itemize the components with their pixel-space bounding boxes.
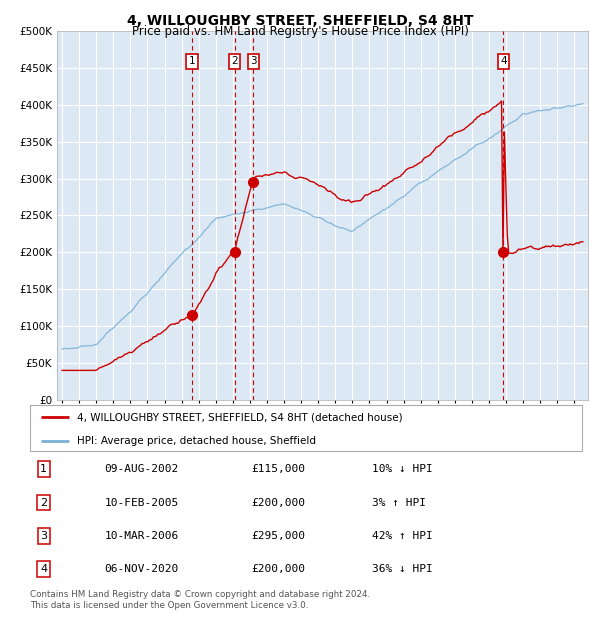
Text: HPI: Average price, detached house, Sheffield: HPI: Average price, detached house, Shef… [77,436,316,446]
Text: 4, WILLOUGHBY STREET, SHEFFIELD, S4 8HT (detached house): 4, WILLOUGHBY STREET, SHEFFIELD, S4 8HT … [77,412,403,422]
Text: 1: 1 [40,464,47,474]
Text: 10-MAR-2006: 10-MAR-2006 [104,531,179,541]
Text: 10% ↓ HPI: 10% ↓ HPI [372,464,433,474]
Text: Contains HM Land Registry data © Crown copyright and database right 2024.
This d: Contains HM Land Registry data © Crown c… [30,590,370,609]
Text: 2: 2 [40,498,47,508]
Text: 4: 4 [40,564,47,574]
Text: 36% ↓ HPI: 36% ↓ HPI [372,564,433,574]
Text: 10-FEB-2005: 10-FEB-2005 [104,498,179,508]
Text: £115,000: £115,000 [251,464,305,474]
Text: £200,000: £200,000 [251,564,305,574]
Text: 06-NOV-2020: 06-NOV-2020 [104,564,179,574]
Text: 4, WILLOUGHBY STREET, SHEFFIELD, S4 8HT: 4, WILLOUGHBY STREET, SHEFFIELD, S4 8HT [127,14,473,28]
Text: 3: 3 [250,56,256,66]
Text: 1: 1 [189,56,196,66]
Text: 42% ↑ HPI: 42% ↑ HPI [372,531,433,541]
Text: £295,000: £295,000 [251,531,305,541]
Text: Price paid vs. HM Land Registry's House Price Index (HPI): Price paid vs. HM Land Registry's House … [131,25,469,38]
Text: 2: 2 [232,56,238,66]
Text: £200,000: £200,000 [251,498,305,508]
Text: 4: 4 [500,56,507,66]
Text: 3% ↑ HPI: 3% ↑ HPI [372,498,426,508]
Text: 3: 3 [40,531,47,541]
Text: 09-AUG-2002: 09-AUG-2002 [104,464,179,474]
